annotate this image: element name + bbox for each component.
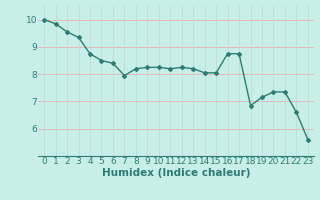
- X-axis label: Humidex (Indice chaleur): Humidex (Indice chaleur): [102, 168, 250, 178]
